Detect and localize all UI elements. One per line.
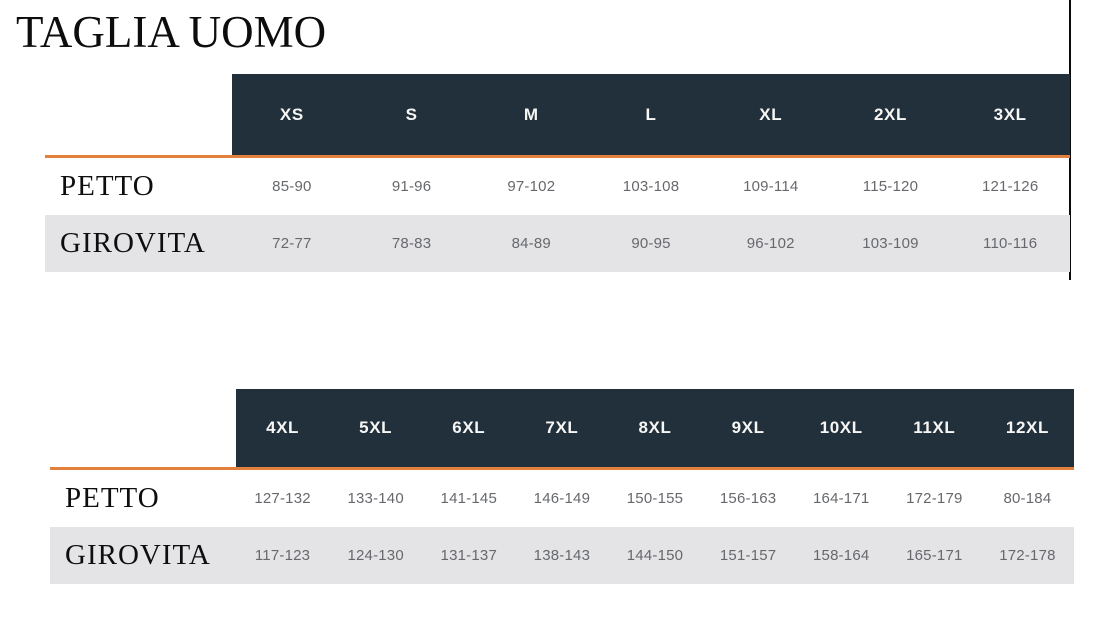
size-header-band: XS S M L XL 2XL 3XL (232, 74, 1070, 155)
measurement-value: 115-120 (862, 178, 919, 195)
size-column-header: S (405, 104, 418, 124)
measurement-value: 141-145 (440, 490, 497, 507)
size-column-header: 11XL (913, 418, 956, 437)
row-label: PETTO (60, 170, 155, 202)
size-column-header: 8XL (638, 418, 672, 437)
measurement-value: 172-179 (906, 490, 963, 507)
measurement-value: 121-126 (981, 178, 1039, 195)
measurement-value: 144-150 (626, 547, 684, 564)
table-row-petto: PETTO 85-90 91-96 97-102 103-108 109-114… (45, 158, 1070, 215)
size-table-xs-3xl: XS S M L XL 2XL 3XL PETTO 85-90 91-96 97… (45, 74, 1070, 272)
measurement-value: 97-102 (507, 178, 556, 195)
size-column-header: 7XL (545, 418, 579, 437)
measurement-value: 164-171 (812, 490, 870, 507)
row-values: 127-132 133-140 141-145 146-149 150-155 … (236, 490, 1074, 507)
size-table-4xl-12xl: 4XL 5XL 6XL 7XL 8XL 9XL 10XL 11XL 12XL P… (50, 389, 1074, 584)
measurement-value: 151-157 (719, 547, 777, 564)
page-title: TAGLIA UOMO (16, 7, 327, 57)
measurement-value: 91-96 (391, 178, 432, 195)
measurement-value: 80-184 (1003, 490, 1052, 507)
measurement-value: 85-90 (272, 178, 312, 195)
measurement-value: 84-89 (511, 235, 551, 252)
size-header-band: 4XL 5XL 6XL 7XL 8XL 9XL 10XL 11XL 12XL (236, 389, 1074, 467)
measurement-value: 133-140 (347, 490, 404, 507)
measurement-value: 110-116 (983, 235, 1038, 252)
measurement-value: 150-155 (626, 490, 684, 507)
row-label: PETTO (65, 482, 160, 514)
measurement-value: 117-123 (254, 547, 311, 564)
measurement-value: 146-149 (533, 490, 591, 507)
size-column-header: 6XL (452, 418, 486, 437)
row-values: 117-123 124-130 131-137 138-143 144-150 … (236, 547, 1074, 564)
size-header-row: 4XL 5XL 6XL 7XL 8XL 9XL 10XL 11XL 12XL (50, 389, 1074, 470)
row-values: 85-90 91-96 97-102 103-108 109-114 115-1… (232, 178, 1070, 195)
measurement-value: 72-77 (272, 235, 312, 252)
measurement-value: 131-137 (440, 547, 497, 564)
row-label: GIROVITA (65, 539, 211, 571)
row-values: 72-77 78-83 84-89 90-95 96-102 103-109 1… (232, 235, 1070, 252)
measurement-value: 165-171 (906, 547, 963, 564)
measurement-value: 96-102 (746, 235, 795, 252)
row-label: GIROVITA (60, 227, 206, 259)
table-row-girovita: GIROVITA 72-77 78-83 84-89 90-95 96-102 … (45, 215, 1070, 272)
size-column-header: 9XL (731, 418, 765, 437)
size-column-header: 12XL (1005, 418, 1049, 437)
size-column-header: 2XL (873, 104, 907, 124)
table-row-petto: PETTO 127-132 133-140 141-145 146-149 15… (50, 470, 1074, 527)
size-column-header: 3XL (993, 104, 1027, 124)
size-header-row: XS S M L XL 2XL 3XL (45, 74, 1070, 158)
measurement-value: 103-109 (862, 235, 919, 252)
size-column-header: M (523, 104, 539, 124)
measurement-value: 138-143 (533, 547, 591, 564)
measurement-value: 109-114 (743, 178, 799, 195)
measurement-value: 90-95 (631, 235, 671, 252)
measurement-value: 158-164 (812, 547, 870, 564)
measurement-value: 156-163 (719, 490, 777, 507)
header-label-spacer (45, 74, 232, 155)
size-column-header: XL (759, 104, 783, 124)
size-column-header: 4XL (266, 418, 300, 437)
size-column-header: XS (279, 104, 304, 124)
measurement-value: 78-83 (391, 235, 432, 252)
size-column-header: L (645, 104, 657, 124)
size-column-header: 5XL (359, 418, 393, 437)
measurement-value: 172-178 (999, 547, 1056, 564)
page-right-border-line (1069, 0, 1071, 280)
header-label-spacer (50, 389, 236, 467)
measurement-value: 127-132 (254, 490, 311, 507)
size-column-header: 10XL (819, 418, 863, 437)
table-row-girovita: GIROVITA 117-123 124-130 131-137 138-143… (50, 527, 1074, 584)
measurement-value: 103-108 (622, 178, 680, 195)
measurement-value: 124-130 (347, 547, 404, 564)
